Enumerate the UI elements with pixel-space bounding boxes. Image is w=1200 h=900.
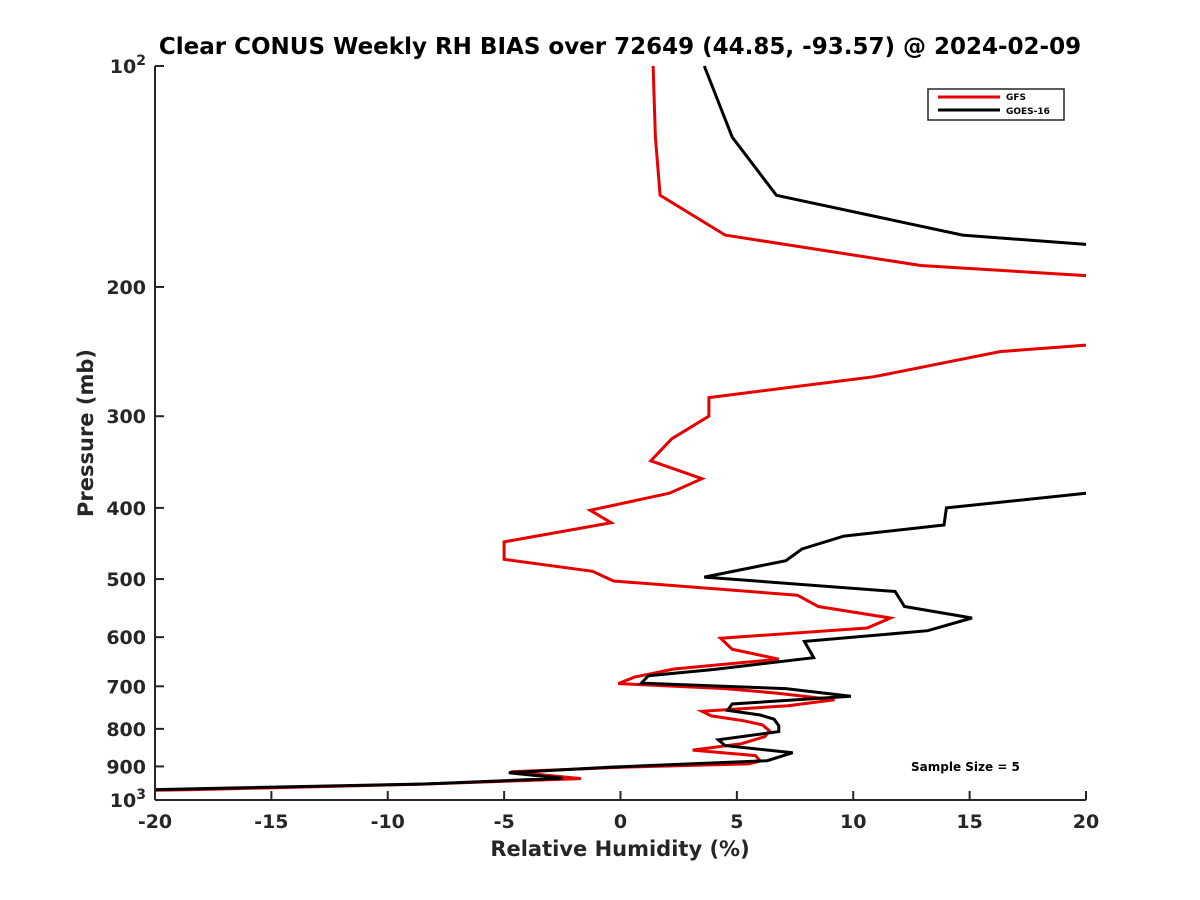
y-tick-label: 700 [106, 676, 146, 698]
y-axis-ticks: 102 200 300 400 500 600 700 800 900 103 [106, 53, 164, 812]
x-tick-label: -20 [138, 811, 172, 833]
x-tick-label: 0 [614, 811, 627, 833]
x-tick-label: -15 [254, 811, 288, 833]
plot-lines [154, 65, 1087, 792]
y-tick-label: 500 [106, 569, 146, 591]
y-tick-label: 103 [110, 787, 146, 812]
x-tick-label: 20 [1073, 811, 1099, 833]
x-tick-label: 15 [956, 811, 982, 833]
y-axis-label: Pressure (mb) [74, 349, 98, 517]
legend-label-goes-16: GOES-16 [1006, 107, 1050, 117]
y-tick-label: 400 [106, 498, 146, 520]
legend: GFS GOES-16 [927, 88, 1065, 121]
y-tick-label: 200 [106, 277, 146, 299]
x-tick-label: 10 [840, 811, 866, 833]
y-tick-label: 102 [110, 53, 146, 78]
series-line-goes-16-segment-2 [154, 491, 1087, 792]
x-tick-label: 5 [730, 811, 743, 833]
x-axis-ticks: -20 -15 -10 -5 0 5 10 15 20 [138, 791, 1099, 833]
y-tick-label: 600 [106, 627, 146, 649]
x-tick-label: -10 [371, 811, 405, 833]
x-tick-label: -5 [494, 811, 515, 833]
series-line-gfs-segment-2 [154, 343, 1087, 792]
chart-title: Clear CONUS Weekly RH BIAS over 72649 (4… [159, 34, 1081, 60]
x-axis-label: Relative Humidity (%) [490, 837, 749, 861]
series-line-gfs-segment-1 [651, 65, 1087, 278]
y-tick-label: 800 [106, 719, 146, 741]
sample-size-annotation: Sample Size = 5 [911, 760, 1020, 774]
legend-box [927, 88, 1065, 121]
legend-label-gfs: GFS [1006, 93, 1026, 103]
series-line-goes-16-segment-1 [702, 65, 1087, 246]
y-tick-label: 300 [106, 406, 146, 428]
y-tick-label: 900 [106, 756, 146, 778]
